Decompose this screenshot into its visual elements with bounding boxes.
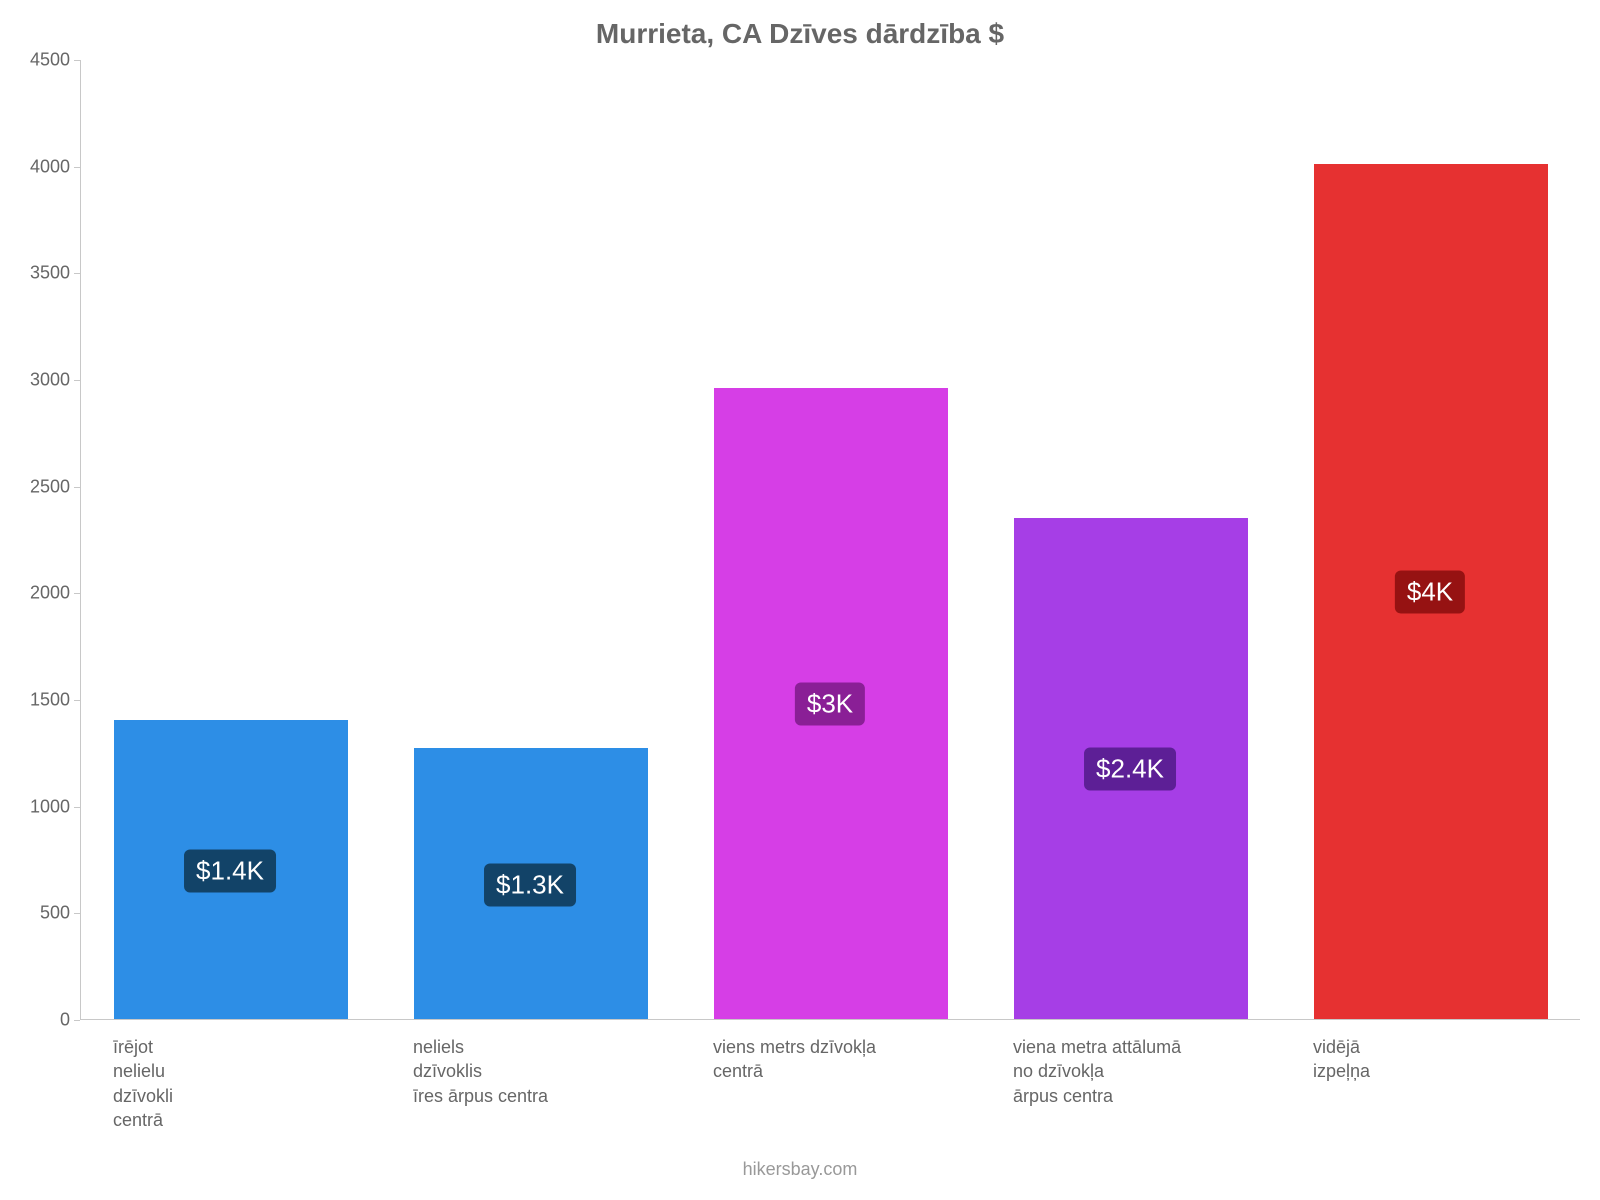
bar-value-label: $4K bbox=[1395, 571, 1465, 614]
y-tick-label: 4500 bbox=[10, 50, 70, 71]
y-tick-mark bbox=[74, 487, 80, 488]
y-tick-mark bbox=[74, 913, 80, 914]
y-tick-label: 0 bbox=[10, 1010, 70, 1031]
y-tick-label: 4000 bbox=[10, 156, 70, 177]
y-tick-label: 1500 bbox=[10, 690, 70, 711]
y-tick-label: 500 bbox=[10, 903, 70, 924]
y-tick-mark bbox=[74, 1020, 80, 1021]
bar-value-label: $1.4K bbox=[184, 849, 276, 892]
y-tick-label: 1000 bbox=[10, 796, 70, 817]
y-tick-mark bbox=[74, 700, 80, 701]
y-tick-mark bbox=[74, 593, 80, 594]
x-category-label: nelielsdzīvoklisīres ārpus centra bbox=[413, 1035, 647, 1108]
plot-area bbox=[80, 60, 1580, 1020]
x-category-label: viena metra attālumāno dzīvokļaārpus cen… bbox=[1013, 1035, 1247, 1108]
y-tick-mark bbox=[74, 807, 80, 808]
x-category-label: viens metrs dzīvokļacentrā bbox=[713, 1035, 947, 1084]
bar-value-label: $1.3K bbox=[484, 863, 576, 906]
cost-of-living-chart: Murrieta, CA Dzīves dārdzība $ hikersbay… bbox=[0, 0, 1600, 1200]
bar-value-label: $2.4K bbox=[1084, 748, 1176, 791]
y-tick-label: 3000 bbox=[10, 370, 70, 391]
x-category-label: īrējotnelieludzīvoklicentrā bbox=[113, 1035, 347, 1132]
chart-title: Murrieta, CA Dzīves dārdzība $ bbox=[0, 18, 1600, 50]
y-tick-label: 2500 bbox=[10, 476, 70, 497]
y-tick-mark bbox=[74, 60, 80, 61]
y-tick-mark bbox=[74, 380, 80, 381]
chart-footer: hikersbay.com bbox=[0, 1159, 1600, 1180]
y-tick-mark bbox=[74, 167, 80, 168]
y-tick-mark bbox=[74, 273, 80, 274]
bar-value-label: $3K bbox=[795, 683, 865, 726]
y-tick-label: 3500 bbox=[10, 263, 70, 284]
x-category-label: vidējāizpeļņa bbox=[1313, 1035, 1547, 1084]
y-tick-label: 2000 bbox=[10, 583, 70, 604]
